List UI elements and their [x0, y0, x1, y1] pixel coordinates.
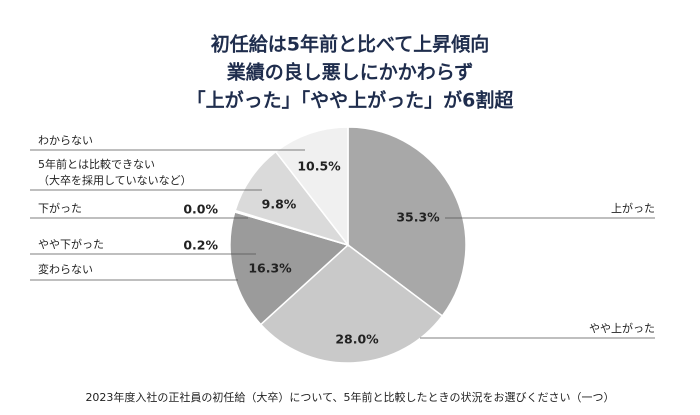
- chart-title: 初任給は5年前と比べて上昇傾向: [211, 33, 489, 56]
- category-label: 変わらない: [38, 262, 93, 276]
- chart-title: 業績の良し悪しにかかわらず: [226, 61, 474, 84]
- category-label: やや上がった: [589, 321, 655, 335]
- category-label: 上がった: [611, 201, 655, 215]
- footnote: 2023年度入社の正社員の初任給（大卒）について、5年前と比較したときの状況をお…: [85, 390, 614, 404]
- pie-slice: [347, 126, 467, 317]
- value-label: 0.0%: [183, 202, 218, 217]
- value-label: 9.8%: [262, 197, 297, 212]
- pie-slice: [274, 126, 349, 248]
- value-label: 16.3%: [248, 261, 292, 276]
- pie-slice: [229, 211, 350, 326]
- value-label: 10.5%: [297, 159, 341, 174]
- chart-title: 「上がった」「やや上がった」が6割超: [187, 89, 515, 112]
- category-label: わからない: [38, 134, 93, 147]
- category-label: やや下がった: [38, 237, 104, 251]
- value-label: 35.3%: [396, 210, 440, 225]
- value-label: 0.2%: [183, 238, 218, 253]
- pie-slice: [234, 150, 351, 247]
- category-label: 下がった: [38, 201, 82, 215]
- value-label: 28.0%: [335, 332, 379, 347]
- category-label: 5年前とは比較できない（大卒を採用していないなど）: [38, 157, 192, 187]
- pie-slice: [259, 244, 444, 364]
